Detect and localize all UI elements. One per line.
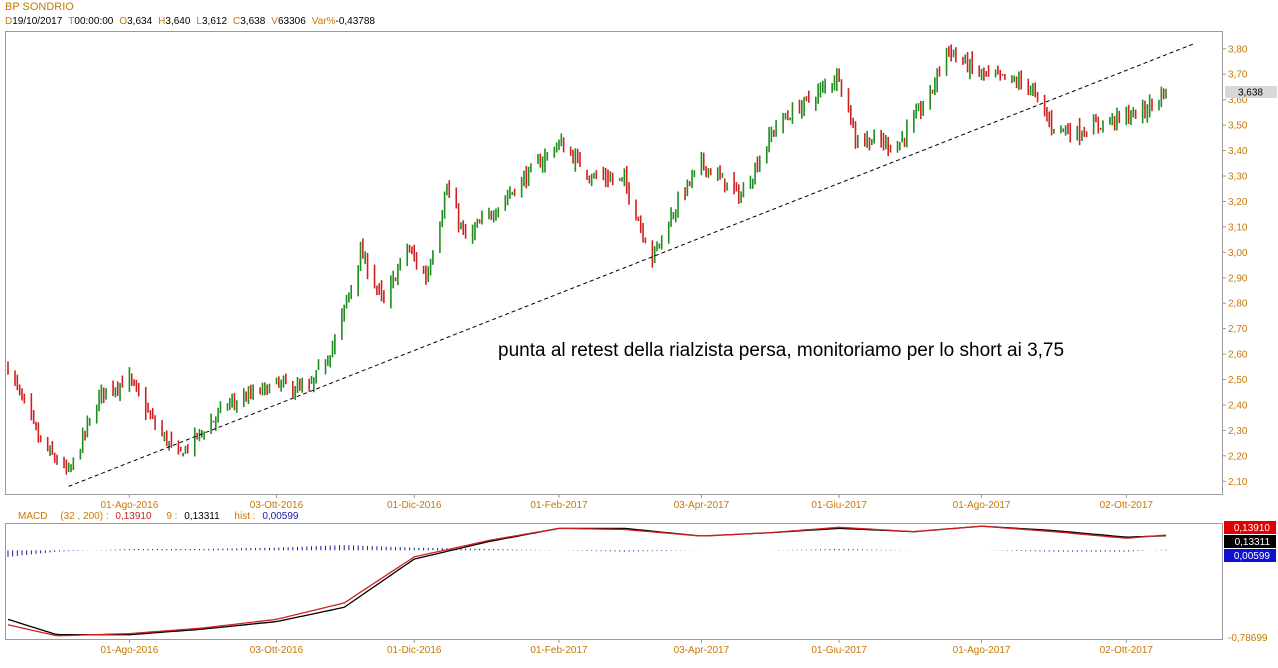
price-candles [7,44,1167,475]
ohlc-key: T [68,16,75,27]
macd-value-box [1224,521,1276,534]
signal-period: 9 [166,511,172,522]
ohlc-key: H [158,16,166,27]
ohlc-value: 00:00:00 [74,16,114,27]
macd-params: (32 , 200) [60,511,104,522]
y-tick-label: 3,20 [1228,197,1248,208]
trendline [68,43,1195,487]
y-tick-label: 3,10 [1228,222,1248,233]
ohlc-key: C [233,16,241,27]
macd-legend-value: 0,13910 [115,511,152,522]
ohlc-value: 3,634 [127,16,153,27]
price-y-axis: 2,10 2,20 2,30 2,40 2,50 2,60 2,70 2,80 2,90 3,00… [1222,44,1248,488]
x-tick-label: 01-Ago-2016 [100,645,158,656]
x-tick-label: 02-Ott-2017 [1100,645,1154,656]
x-tick-label: 01-Feb-2017 [530,645,588,656]
price-pane-frame [5,31,1223,495]
ohlc-key: O [119,16,128,27]
y-tick-label: 3,70 [1228,70,1248,81]
ohlc-value: 3,640 [165,16,191,27]
x-tick-label: 03-Ott-2016 [250,500,304,511]
macd-value-label: 0,13910 [1234,523,1271,534]
y-tick-label: 2,70 [1228,324,1248,335]
macd-legend: MACD (32 , 200) : 0,13910 9 : 0,13311 hi… [18,511,299,522]
y-tick-label: 2,90 [1228,273,1248,284]
ohlc-key: L [196,16,202,27]
ohlc-value: 3,612 [201,16,228,27]
x-tick-label: 03-Ott-2016 [250,645,304,656]
y-tick-label: 3,50 [1228,121,1248,132]
y-tick-label: 2,80 [1228,299,1248,310]
signal-legend-value: 0,13311 [184,511,220,522]
x-tick-label: 01-Ago-2017 [953,645,1011,656]
last-price-box [1225,86,1277,98]
instrument-title: BP SONDRIO [5,1,74,13]
macd-name: MACD [18,511,48,522]
ohlc-key: D [5,16,13,27]
macd-bottom-label: -0,78699 [1228,633,1268,644]
x-tick-label: 03-Apr-2017 [674,645,730,656]
x-tick-label: 01-Giu-2017 [811,645,867,656]
y-tick-label: 2,10 [1228,477,1248,488]
x-tick-label: 01-Giu-2017 [811,500,867,511]
ohlc-value: 63306 [277,16,306,27]
y-tick-label: 2,50 [1228,375,1248,386]
y-tick-label: 2,60 [1228,350,1248,361]
y-tick-label: 2,20 [1228,451,1248,462]
x-tick-label: 01-Dic-2016 [387,500,442,511]
y-tick-label: 3,40 [1228,146,1248,157]
last-price-label: 3,638 [1238,88,1263,99]
hist-value-box [1224,549,1276,562]
y-tick-label: 3,00 [1228,248,1248,259]
x-tick-label: 01-Ago-2017 [953,500,1011,511]
chart-annotation: punta al retest della rialzista persa, m… [498,340,1064,361]
x-tick-label: 02-Ott-2017 [1100,500,1154,511]
ohlc-value: 3,638 [240,16,266,27]
x-tick-label: 01-Ago-2016 [100,500,158,511]
ohlc-value: -0,43788 [335,16,375,27]
y-tick-label: 2,30 [1228,426,1248,437]
y-tick-label: 3,80 [1228,44,1248,55]
ohlc-key: V [271,16,278,27]
ohlc-value: 19/10/2017 [12,16,63,27]
hist-name: hist [234,511,250,522]
ohlc-key: Var% [311,16,336,27]
x-tick-label: 03-Apr-2017 [674,500,730,511]
hist-legend-value: 0,00599 [262,511,299,522]
ohlc-info-bar: D19/10/2017 T00:00:00 O3,634 H3,640 L3,612 C3… [5,16,381,27]
signal-value-label: 0,13311 [1235,537,1271,548]
signal-value-box [1224,535,1276,548]
hist-value-label: 0,00599 [1234,551,1271,562]
macd-x-axis: 01-Ago-2016 03-Ott-2016 01-Dic-2016 01-Feb-… [100,639,1153,656]
x-tick-label: 01-Feb-2017 [530,500,588,511]
price-x-axis: 01-Ago-2016 03-Ott-2016 01-Dic-2016 01-Feb-… [100,494,1153,511]
y-tick-label: 3,30 [1228,172,1248,183]
macd-line [7,525,1167,637]
macd-pane-frame [5,523,1223,640]
macd-histogram [7,545,1167,557]
x-tick-label: 01-Dic-2016 [387,645,442,656]
y-tick-label: 3,60 [1228,95,1248,106]
y-tick-label: 2,40 [1228,400,1248,411]
